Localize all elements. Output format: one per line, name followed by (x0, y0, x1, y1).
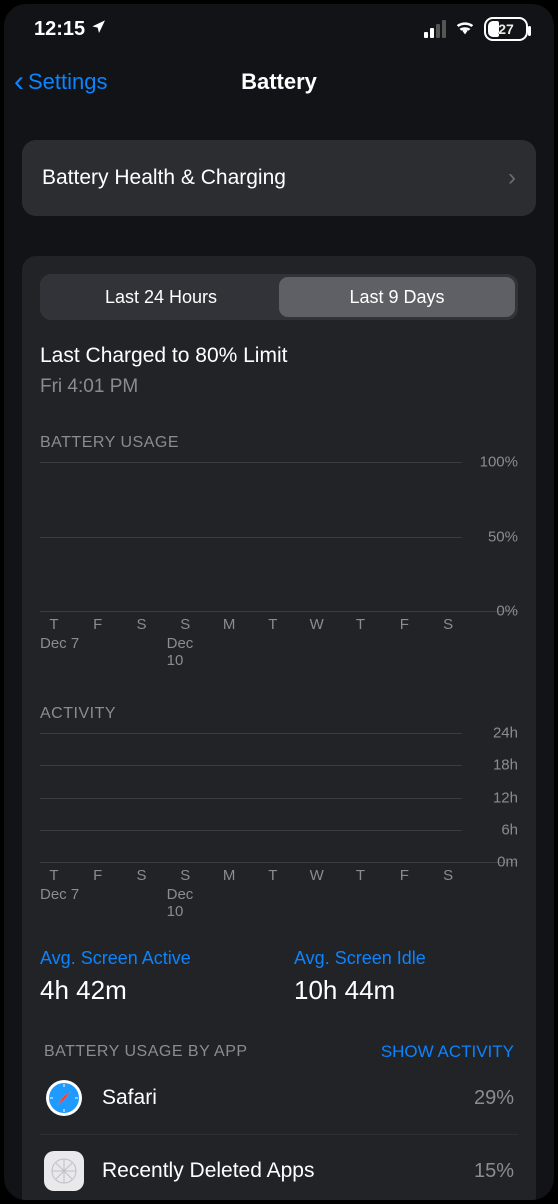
page-title: Battery (241, 69, 317, 95)
nav-bar: ‹ Settings Battery (4, 54, 554, 110)
x-tick: S (128, 867, 156, 884)
x-tick: M (215, 616, 243, 633)
time-range-segmented[interactable]: Last 24 HoursLast 9 Days (40, 274, 518, 320)
y-tick: 6h (501, 821, 518, 838)
safari-icon (44, 1078, 84, 1118)
date-marker (124, 886, 166, 920)
back-label: Settings (28, 69, 108, 95)
show-activity-link[interactable]: SHOW ACTIVITY (381, 1042, 514, 1062)
x-tick: S (171, 867, 199, 884)
battery-usage-chart[interactable]: 100%50%0% TFSSMTWTFS Dec 7Dec 10 (40, 462, 518, 669)
date-marker (209, 635, 251, 669)
date-marker (293, 886, 335, 920)
x-tick: M (215, 867, 243, 884)
date-marker (378, 886, 420, 920)
x-tick: T (347, 616, 375, 633)
x-tick: T (40, 616, 68, 633)
x-tick: F (84, 616, 112, 633)
y-tick: 24h (493, 725, 518, 742)
app-percent: 29% (474, 1087, 514, 1110)
segment-last-24-hours[interactable]: Last 24 Hours (43, 277, 279, 317)
avg-idle-label: Avg. Screen Idle (294, 948, 518, 969)
app-name: Safari (102, 1086, 456, 1110)
x-tick: F (390, 616, 418, 633)
x-tick: S (171, 616, 199, 633)
x-tick: F (84, 867, 112, 884)
last-charged-title: Last Charged to 80% Limit (40, 344, 518, 368)
x-tick: S (434, 616, 462, 633)
status-bar: 12:15 27 (4, 4, 554, 54)
app-row-recently-deleted-apps[interactable]: Recently Deleted Apps 15% (40, 1134, 518, 1200)
y-tick: 100% (480, 454, 518, 471)
back-button[interactable]: ‹ Settings (14, 54, 108, 110)
date-marker: Dec 10 (167, 886, 209, 920)
usage-chart-label: BATTERY USAGE (40, 434, 518, 452)
deleted-icon (44, 1151, 84, 1191)
activity-chart-label: ACTIVITY (40, 705, 518, 723)
date-marker (82, 886, 124, 920)
date-marker (251, 886, 293, 920)
usage-panel: Last 24 HoursLast 9 Days Last Charged to… (22, 256, 536, 1200)
date-marker (335, 635, 377, 669)
battery-icon: 27 (484, 17, 528, 41)
app-usage-list: Safari 29% Recently Deleted Apps 15% (40, 1062, 518, 1200)
x-tick: T (259, 616, 287, 633)
date-marker (82, 635, 124, 669)
segment-last-9-days[interactable]: Last 9 Days (279, 277, 515, 317)
date-marker: Dec 7 (40, 635, 82, 669)
app-name: Recently Deleted Apps (102, 1159, 456, 1183)
x-tick: T (259, 867, 287, 884)
status-time: 12:15 (34, 18, 85, 41)
battery-health-label: Battery Health & Charging (42, 166, 286, 190)
date-marker (420, 635, 462, 669)
signal-icon (424, 20, 446, 38)
location-icon (91, 18, 107, 41)
x-tick: F (390, 867, 418, 884)
by-app-header: BATTERY USAGE BY APP (44, 1043, 248, 1061)
x-tick: T (347, 867, 375, 884)
avg-active-value: 4h 42m (40, 975, 264, 1006)
date-marker: Dec 7 (40, 886, 82, 920)
y-tick: 18h (493, 757, 518, 774)
x-tick: S (128, 616, 156, 633)
last-charged-subtitle: Fri 4:01 PM (40, 376, 518, 398)
chevron-right-icon: › (508, 164, 516, 192)
date-marker (293, 635, 335, 669)
wifi-icon (454, 18, 476, 41)
x-tick: S (434, 867, 462, 884)
y-tick: 0m (497, 854, 518, 871)
date-marker (378, 635, 420, 669)
date-marker (124, 635, 166, 669)
y-tick: 12h (493, 789, 518, 806)
y-tick: 0% (496, 603, 518, 620)
app-percent: 15% (474, 1160, 514, 1183)
x-tick: T (40, 867, 68, 884)
date-marker: Dec 10 (167, 635, 209, 669)
avg-active-label: Avg. Screen Active (40, 948, 264, 969)
date-marker (335, 886, 377, 920)
y-tick: 50% (488, 528, 518, 545)
chevron-left-icon: ‹ (14, 67, 24, 97)
battery-health-row[interactable]: Battery Health & Charging › (22, 140, 536, 216)
app-row-safari[interactable]: Safari 29% (40, 1062, 518, 1134)
x-tick: W (303, 616, 331, 633)
avg-idle-value: 10h 44m (294, 975, 518, 1006)
date-marker (251, 635, 293, 669)
x-tick: W (303, 867, 331, 884)
date-marker (209, 886, 251, 920)
activity-chart[interactable]: 24h18h12h6h0m TFSSMTWTFS Dec 7Dec 10 (40, 733, 518, 920)
date-marker (420, 886, 462, 920)
battery-percent: 27 (498, 21, 514, 37)
